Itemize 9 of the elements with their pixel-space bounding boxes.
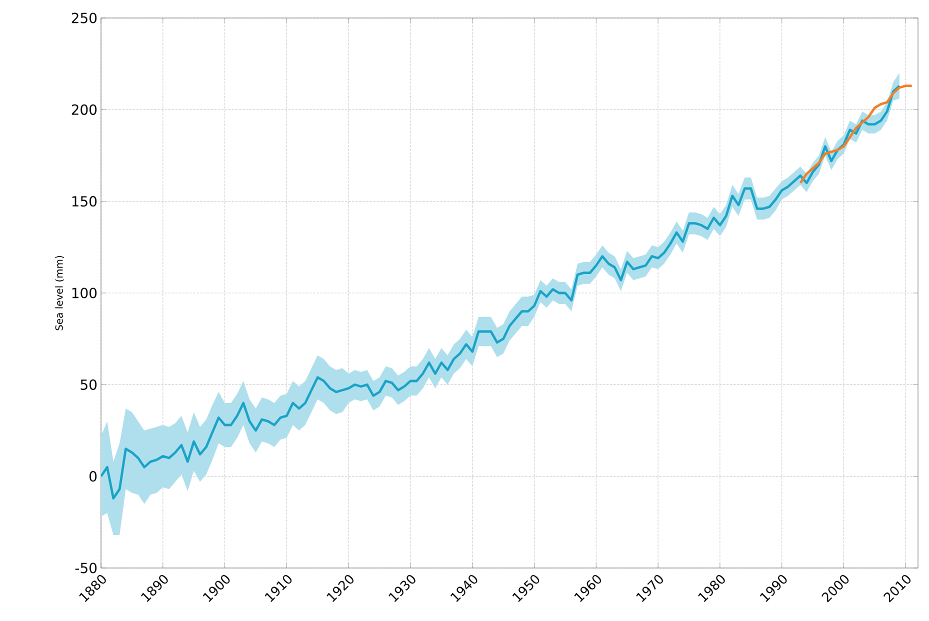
y-tick-label: 50 (80, 379, 97, 390)
y-tick-label: 0 (90, 471, 97, 482)
line-series (799, 84, 914, 184)
y-tick-label: 100 (72, 288, 97, 298)
y-axis-title: Sea level (mm) (55, 256, 64, 330)
y-tick-label: 250 (72, 12, 97, 24)
y-tick-label: 150 (72, 196, 97, 207)
y-tick-label: -50 (75, 562, 97, 574)
y-tick-label: 200 (72, 104, 97, 115)
